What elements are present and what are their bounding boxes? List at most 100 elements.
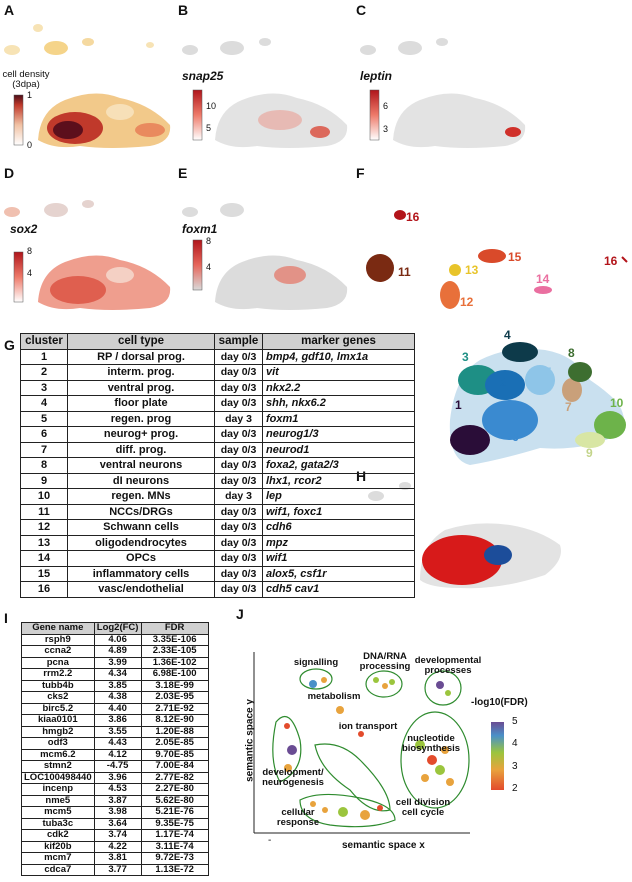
cell-type-cell: inflammatory cells: [67, 565, 215, 582]
cluster-f-16b: 16: [604, 254, 618, 268]
table-row: tubb4b 3.85 3.18E-99: [21, 679, 209, 692]
gene-name-cell: mcm6.2: [21, 748, 95, 761]
cell-type-cell: interm. prog.: [67, 364, 215, 381]
log2fc-cell: 4.12: [93, 748, 142, 761]
cluster-number-cell: 8: [20, 457, 68, 474]
cell-type-cell: regen. prog: [67, 410, 215, 427]
cluster-number-cell: 6: [20, 426, 68, 443]
cell-type-cell: vasc/endothelial: [67, 581, 215, 598]
log2fc-cell: 3.85: [93, 679, 142, 692]
log2fc-cell: 3.98: [93, 806, 142, 819]
gene-name-cell: tuba3c: [21, 817, 95, 830]
density-tick-min: 0: [27, 140, 33, 150]
panel-label-i: I: [4, 610, 8, 626]
gene-name-cell: rrm2.2: [21, 668, 95, 681]
table-row: 16 vasc/endothelial day 0/3 cdh5 cav1: [20, 581, 415, 598]
log2fc-cell: 4.53: [93, 783, 142, 796]
header-cluster: cluster: [20, 333, 68, 350]
fdr-colorbar: [491, 722, 504, 790]
sample-cell: day 0/3: [214, 426, 263, 443]
semantic-ylabel: semantic space y: [244, 699, 256, 782]
table-row: odf3 4.43 2.05E-85: [21, 737, 209, 750]
fdr-tick-3: 3: [512, 761, 518, 772]
cluster-number-cell: 9: [20, 472, 68, 489]
panel-label-j: J: [236, 606, 244, 622]
cluster-f-14: 14: [536, 272, 550, 286]
fdr-legend-title: -log10(FDR): [471, 697, 528, 708]
cell-type-cell: oligodendrocytes: [67, 534, 215, 551]
cluster-g-10: 10: [610, 396, 624, 410]
foxm1-tick-8: 8: [206, 236, 212, 246]
fdr-cell: 2.27E-80: [140, 783, 209, 796]
table-row: 11 NCCs/DRGs day 0/3 wif1, foxc1: [20, 503, 415, 520]
umap-e-clusters: [182, 203, 348, 310]
table-row: cdk2 3.74 1.17E-74: [21, 829, 209, 842]
table-row: 9 dI neurons day 0/3 lhx1, rcor2: [20, 472, 415, 489]
header-marker-genes: marker genes: [262, 333, 415, 350]
gene-name-cell: cdca7: [21, 863, 95, 876]
cell-type-cell: Schwann cells: [67, 519, 215, 536]
cluster-number-cell: 1: [20, 348, 68, 365]
cluster-number-cell: 10: [20, 488, 68, 505]
panel-label-e: E: [178, 165, 188, 181]
table-row: nme5 3.87 5.62E-80: [21, 794, 209, 807]
gene-name-cell: nme5: [21, 794, 95, 807]
fdr-tick-4: 4: [512, 738, 518, 749]
fdr-cell: 1.36E-102: [140, 656, 209, 669]
cluster-number-cell: 14: [20, 550, 68, 567]
log2fc-cell: 3.99: [93, 656, 142, 669]
table-row: 15 inflammatory cells day 0/3 alox5, csf1r: [20, 565, 415, 582]
table-row: kiaa0101 3.86 8.12E-90: [21, 714, 209, 727]
cluster-number-cell: 13: [20, 534, 68, 551]
group-label-nucleotide: nucleotide biosynthesis: [401, 733, 461, 754]
semantic-minus: -: [268, 835, 272, 846]
sample-cell: day 0/3: [214, 550, 263, 567]
log2fc-cell: -4.75: [93, 760, 142, 773]
fdr-cell: 2.71E-92: [140, 702, 209, 715]
snap25-tick-5: 5: [206, 123, 212, 133]
panel-label-b: B: [178, 2, 189, 18]
table-row: hmgb2 3.55 1.20E-88: [21, 725, 209, 738]
group-label-neurogenesis: development/neurogenesis: [262, 767, 324, 788]
fdr-cell: 1.17E-74: [140, 829, 209, 842]
gene-name-cell: hmgb2: [21, 725, 95, 738]
log2fc-cell: 3.87: [93, 794, 142, 807]
group-label-response: cellular response: [276, 807, 320, 828]
table-row: 5 regen. prog day 3 foxm1: [20, 410, 415, 427]
cluster-f-16a: 16: [406, 210, 420, 224]
table-row: mcm7 3.81 9.72E-73: [21, 852, 209, 865]
cluster-number-cell: 15: [20, 565, 68, 582]
panel-label-g: G: [4, 337, 15, 353]
fdr-cell: 2.77E-82: [140, 771, 209, 784]
log2fc-cell: 3.96: [93, 771, 142, 784]
marker-genes-cell: cdh6: [262, 519, 415, 536]
log2fc-cell: 3.74: [93, 829, 142, 842]
marker-genes-cell: shh, nkx6.2: [262, 395, 415, 412]
log2fc-cell: 3.64: [93, 817, 142, 830]
gene-name-cell: pcna: [21, 656, 95, 669]
gene-name-cell: odf3: [21, 737, 95, 750]
log2fc-cell: 4.34: [93, 668, 142, 681]
cluster-f-12: 12: [460, 295, 474, 309]
density-legend-title: cell density (3dpa): [2, 69, 50, 90]
fdr-cell: 9.70E-85: [140, 748, 209, 761]
table-row: kif20b 4.22 3.11E-74: [21, 840, 209, 853]
marker-genes-cell: foxm1: [262, 410, 415, 427]
fdr-cell: 7.00E-84: [140, 760, 209, 773]
umap-h-clusters: [368, 482, 561, 589]
gene-name-cell: kiaa0101: [21, 714, 95, 727]
cluster-g-4: 4: [504, 328, 511, 342]
group-label-dna: DNA/RNA processing: [359, 651, 411, 672]
cell-type-cell: RP / dorsal prog.: [67, 348, 215, 365]
marker-genes-cell: nkx2.2: [262, 379, 415, 396]
table-row: rrm2.2 4.34 6.98E-100: [21, 668, 209, 681]
cell-type-cell: OPCs: [67, 550, 215, 567]
group-label-metabolism: metabolism: [307, 691, 361, 702]
table-row: 13 oligodendrocytes day 0/3 mpz: [20, 534, 415, 551]
cluster-g-7: 7: [565, 400, 572, 414]
umap-b-clusters: [182, 38, 348, 148]
group-label-ion-transport: ion transport: [338, 721, 398, 732]
cell-type-cell: ventral prog.: [67, 379, 215, 396]
gene-name-cell: incenp: [21, 783, 95, 796]
